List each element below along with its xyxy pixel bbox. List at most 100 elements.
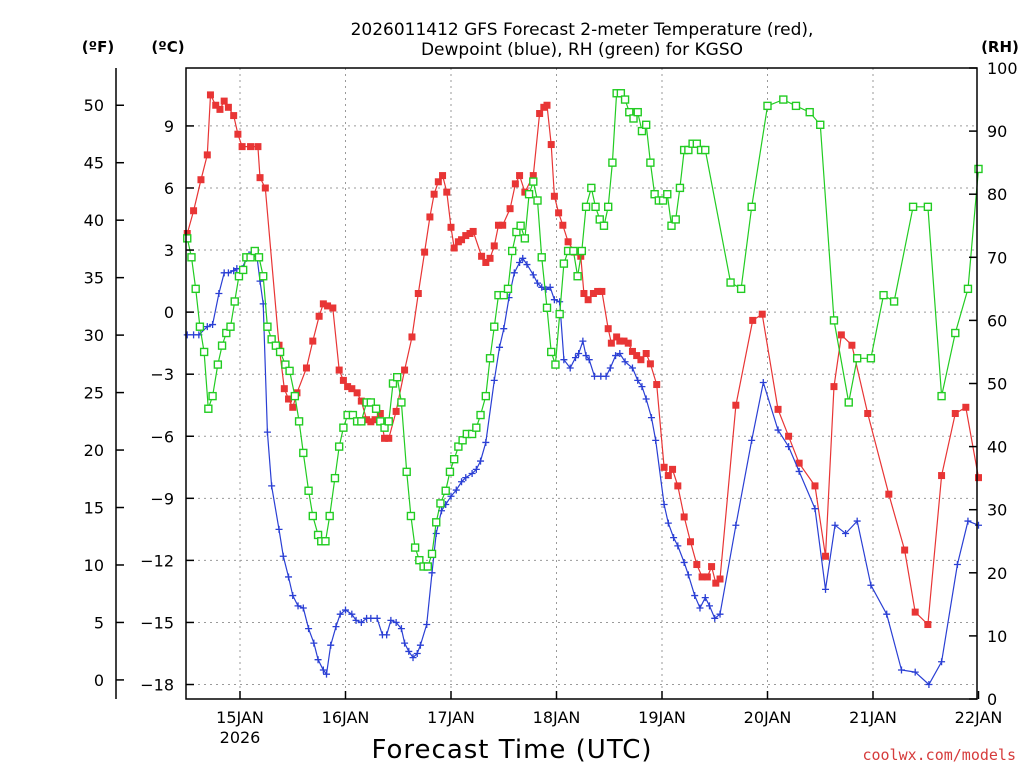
2-meter-temperature-point — [216, 105, 224, 113]
dewpoint-point — [336, 610, 344, 618]
2-meter-temperature-point — [660, 463, 668, 471]
x-tick-sublabel: 2026 — [220, 728, 261, 747]
dewpoint-point — [647, 414, 655, 422]
rh-point — [204, 404, 213, 413]
2-meter-temperature-point — [302, 364, 310, 372]
rh-point — [963, 284, 973, 294]
rh-point — [908, 202, 918, 212]
dewpoint-point — [447, 492, 455, 500]
dewpoint-point — [367, 614, 375, 622]
rh-point — [520, 234, 530, 243]
2-meter-temperature-point — [385, 434, 393, 442]
dewpoint-point — [500, 325, 508, 333]
rh-point — [608, 158, 617, 167]
dewpoint-point — [203, 323, 211, 331]
2-meter-temperature-point — [864, 409, 872, 417]
2-meter-temperature-point — [521, 188, 529, 196]
rh-point — [187, 253, 196, 262]
dewpoint-point — [319, 666, 327, 674]
2-meter-temperature-point — [367, 418, 375, 426]
x-tick-label: 18JAN — [533, 708, 581, 727]
rh-point — [663, 189, 672, 199]
rh-point — [701, 145, 710, 155]
rh-point — [974, 164, 983, 174]
dewpoint-point — [373, 614, 381, 622]
2-meter-temperature-point — [604, 325, 612, 333]
dewpoint-point — [534, 279, 542, 287]
rh-point — [923, 202, 933, 212]
2-meter-temperature-point — [206, 91, 214, 99]
dewpoint-point — [314, 656, 322, 664]
rh-point — [779, 95, 788, 104]
dewpoint-point — [342, 606, 349, 614]
dewpoint-point — [263, 428, 271, 436]
rh-point — [641, 120, 651, 129]
rh-point — [259, 272, 268, 281]
2-meter-temperature-point — [584, 296, 592, 304]
fahrenheit-tick-label: 15 — [84, 499, 104, 518]
fahrenheit-tick-label: 50 — [84, 96, 104, 115]
dewpoint-point — [560, 356, 568, 364]
dewpoint-point — [409, 654, 417, 662]
rh-point — [616, 89, 626, 98]
dewpoint-point — [310, 639, 318, 647]
2-meter-temperature-point — [450, 244, 458, 252]
rh-point — [380, 423, 389, 432]
2-meter-temperature-point — [785, 432, 793, 440]
rh-point — [339, 423, 348, 432]
rh-point — [816, 120, 825, 129]
dewpoint-point — [279, 552, 287, 560]
x-tick-label: 19JAN — [638, 708, 686, 727]
rh-point — [467, 429, 477, 439]
dewpoint-point — [348, 610, 356, 618]
rh-point — [537, 253, 546, 262]
dewpoint-point — [831, 521, 839, 529]
rh-point — [675, 183, 685, 193]
2-meter-temperature-point — [580, 290, 588, 298]
2-meter-temperature-point — [962, 403, 970, 411]
2-meter-temperature-point — [408, 333, 416, 341]
dewpoint-point — [621, 358, 629, 366]
fahrenheit-tick-label: 35 — [84, 269, 104, 288]
dewpoint-point — [842, 529, 850, 537]
dewpoint-point — [305, 625, 313, 633]
dewpoint-point — [732, 521, 740, 529]
rh-point — [559, 259, 569, 268]
2-meter-temperature-point — [280, 385, 288, 393]
fahrenheit-tick-label: 40 — [84, 211, 104, 230]
fahrenheit-tick-label: 45 — [84, 154, 104, 173]
rh-point — [763, 101, 772, 111]
2-meter-temperature-point — [319, 300, 327, 308]
celsius-tick-label: −15 — [140, 613, 174, 632]
rh-point — [547, 347, 556, 357]
dewpoint-point — [953, 561, 961, 569]
dewpoint-point — [472, 465, 480, 473]
rh-point — [829, 316, 839, 325]
series-layer — [183, 89, 983, 689]
credit-label: coolwx.com/models — [862, 746, 1016, 764]
rh-point — [637, 126, 647, 136]
2-meter-temperature-point — [230, 112, 238, 120]
rh-point — [304, 486, 313, 495]
rh-point — [195, 322, 205, 331]
rh-point — [238, 265, 248, 275]
fahrenheit-tick-label: 10 — [84, 556, 104, 575]
rh-point — [275, 347, 285, 357]
2-meter-temperature-point — [911, 608, 919, 616]
2-meter-temperature-point — [490, 242, 498, 250]
fahrenheit-tick-label: 0 — [94, 671, 104, 690]
grid-lines — [186, 68, 977, 699]
dewpoint-point — [556, 298, 564, 306]
rh-point — [230, 297, 239, 306]
rh-point — [348, 410, 358, 420]
rh-point — [191, 284, 200, 294]
2-meter-temperature-point — [674, 482, 682, 490]
dewpoint-point — [538, 283, 546, 291]
2-meter-temperature-point — [439, 172, 447, 180]
dewpoint-point — [634, 376, 642, 384]
dewpoint-point — [289, 592, 297, 600]
rh-point — [791, 101, 801, 111]
rh-point — [415, 555, 424, 565]
rh-point — [603, 202, 613, 212]
2-meter-temperature-point — [486, 254, 494, 262]
